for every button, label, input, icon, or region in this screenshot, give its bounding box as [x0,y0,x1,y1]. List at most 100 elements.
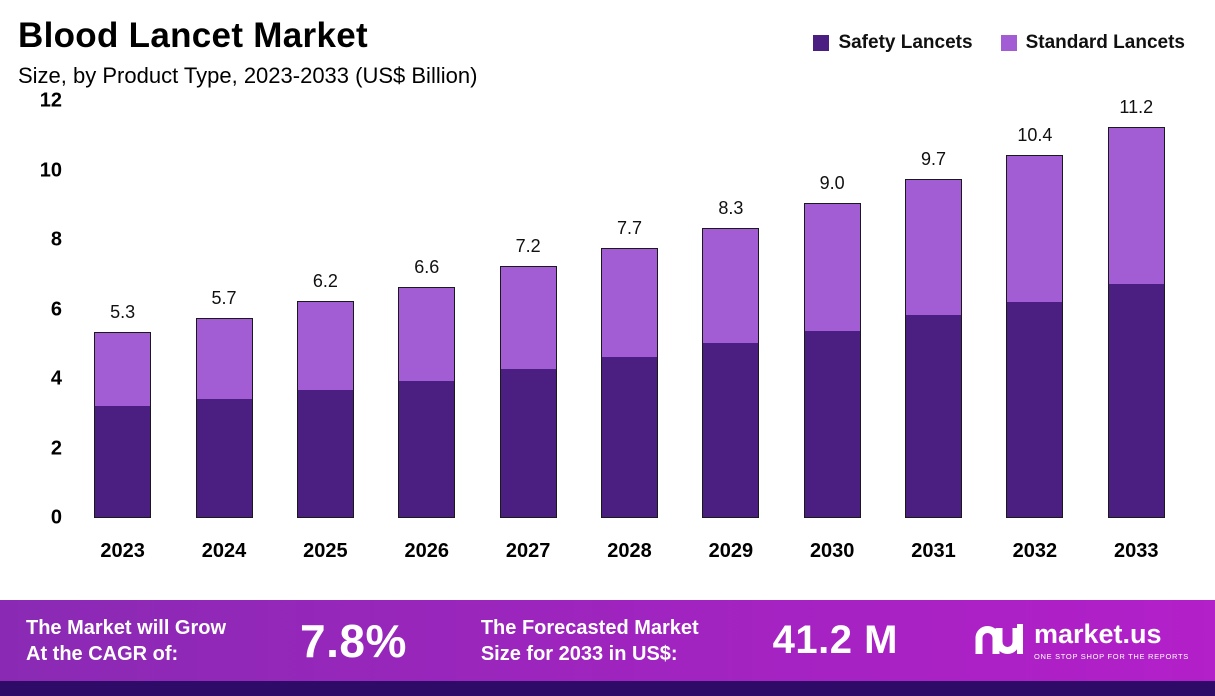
y-tick-label: 2 [50,437,62,459]
bar-total-label: 10.4 [1017,124,1053,145]
bar-total-label: 9.0 [819,173,845,194]
bar-segment-standard [1007,155,1063,302]
stacked-bar [398,286,456,518]
bar-total-label: 6.6 [414,256,440,277]
x-axis-label: 2025 [303,540,348,562]
bar-total-label: 5.7 [211,287,237,308]
stacked-bar [499,265,557,518]
bar-segment-safety [703,343,759,517]
page-subtitle: Size, by Product Type, 2023-2033 (US$ Bi… [18,63,478,88]
legend-label-standard: Standard Lancets [1025,32,1185,53]
bar-segment-safety [196,398,252,517]
bar-segment-standard [196,318,252,399]
bar-group: 6.6 [376,257,477,518]
bar-segment-safety [804,331,860,517]
logo-text-block: market.us ONE STOP SHOP FOR THE REPORTS [1033,620,1189,661]
legend-swatch-safety [813,35,830,51]
y-tick-label: 10 [39,159,62,181]
bar-segment-standard [906,179,962,316]
bar-segment-standard [601,249,657,358]
y-tick-label: 0 [50,506,62,529]
header: Blood Lancet Market Size, by Product Typ… [0,0,1215,89]
bar-group: 7.7 [579,218,680,518]
stacked-bar [296,300,354,518]
bar-segment-standard [399,287,455,382]
bar-total-label: 6.2 [312,270,338,291]
bar-total-label: 8.3 [718,197,744,218]
bar-segment-standard [500,266,556,370]
x-axis-label: 2031 [911,540,956,562]
bar-group: 9.7 [883,149,984,518]
y-tick-label: 12 [39,89,62,112]
bar-group: 5.3 [72,302,173,518]
x-axis-labels: 2023 2024 2025 2026 2027 2028 2029 2030 2031 2032… [72,540,1187,563]
title-block: Blood Lancet Market Size, by Product Typ… [18,16,477,89]
stacked-bar [600,248,658,518]
bar-total-label: 7.7 [616,218,642,239]
bar-total-label: 9.7 [921,148,947,169]
bar-segment-safety [399,381,455,517]
x-axis-label: 2026 [404,540,450,562]
bar-segment-standard [297,301,353,391]
y-axis: 0 2 4 6 8 10 12 [10,90,72,529]
bar-group: 9.0 [782,173,883,518]
legend-item-standard: Standard Lancets [1000,32,1185,54]
logo-tagline: ONE STOP SHOP FOR THE REPORTS [1033,651,1189,661]
stacked-bar [905,178,963,518]
cagr-text: The Market will Grow At the CAGR of: [26,615,226,667]
banner: The Market will Grow At the CAGR of: 7.8… [0,600,1215,681]
x-axis-label: 2023 [100,540,145,562]
bar-segment-safety [601,357,657,517]
cagr-text-line1: The Market will Grow [26,616,227,639]
cagr-text-line2: At the CAGR of: [26,642,179,665]
x-axis-label: 2033 [1114,540,1159,562]
bar-group: 8.3 [680,198,781,518]
bar-group: 5.7 [173,288,274,518]
forecast-text-line2: Size for 2033 in US$: [480,642,678,665]
forecast-text-line1: The Forecasted Market [480,616,699,639]
bar-segment-safety [1007,301,1063,517]
y-tick-label: 8 [50,228,62,251]
bar-segment-standard [804,204,860,332]
legend-swatch-standard [1000,35,1017,51]
bar-segment-standard [95,332,151,406]
x-axis-label: 2029 [708,540,754,562]
stacked-bar [1006,154,1064,518]
bar-segment-safety [500,369,556,517]
bar-total-label: 7.2 [515,235,541,256]
y-tick-label: 4 [50,367,62,390]
cagr-value: 7.8% [300,614,407,667]
bar-group: 11.2 [1086,97,1187,518]
banner-bottom-strip [0,681,1215,696]
bar-group: 6.2 [275,271,376,518]
legend: Safety Lancets Standard Lancets [813,32,1185,54]
bar-segment-safety [95,405,151,517]
stacked-bar [803,203,861,518]
marketus-logo-icon [972,618,1024,663]
forecast-value: 41.2 M [772,618,898,662]
x-axis-label: 2030 [809,540,855,562]
bar-total-label: 11.2 [1119,96,1154,117]
marketus-logo[interactable]: market.us ONE STOP SHOP FOR THE REPORTS [972,618,1189,663]
legend-item-safety: Safety Lancets [813,32,973,54]
bar-segment-standard [1108,127,1164,285]
bar-segment-safety [297,390,353,517]
stacked-bar [702,227,760,518]
x-axis-label: 2027 [505,540,551,562]
forecast-text: The Forecasted Market Size for 2033 in U… [481,615,699,667]
x-axis-label: 2024 [201,540,247,562]
plot-area: 5.3 5.7 6.2 6.6 7.2 7.7 8.3 9.0 9.7 10.4 11.2 [72,97,1187,518]
stacked-bar [1107,126,1165,518]
bar-group: 10.4 [984,125,1085,518]
stacked-bar [94,331,152,518]
legend-label-safety: Safety Lancets [838,32,973,53]
bar-segment-safety [1108,284,1164,517]
bar-total-label: 5.3 [110,301,136,322]
x-axis-label: 2028 [607,540,652,562]
page-title: Blood Lancet Market [18,16,368,55]
bar-segment-standard [703,228,759,344]
y-tick-label: 6 [50,298,62,320]
bar-segment-safety [906,315,962,517]
stacked-bar [195,317,253,518]
chart: 0 2 4 6 8 10 12 5.3 5.7 6.2 6.6 7.2 7.7 8.3 9.0 9.7 10.… [0,90,1215,563]
